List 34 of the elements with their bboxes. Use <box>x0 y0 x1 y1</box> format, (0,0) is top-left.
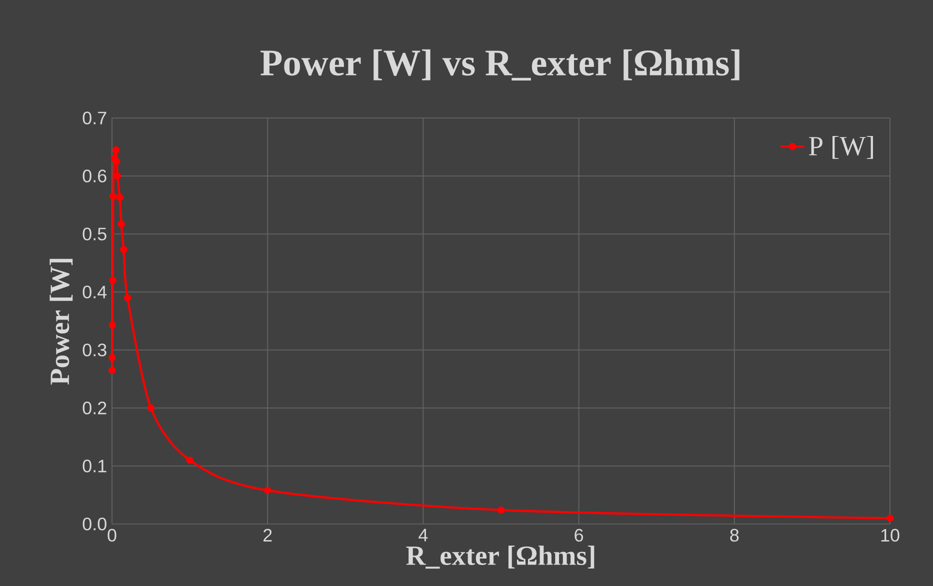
point <box>186 456 194 464</box>
y-tick-label: 0.0 <box>82 518 106 530</box>
y-tick-label: 0.6 <box>82 170 106 182</box>
point <box>116 194 124 202</box>
point <box>112 146 120 154</box>
point <box>108 321 116 329</box>
x-tick-label: 6 <box>574 528 584 542</box>
legend-label: P [W] <box>808 136 873 159</box>
y-tick-label: 0.3 <box>82 344 106 356</box>
point <box>886 514 894 522</box>
point <box>264 486 272 494</box>
y-tick-label: 0.5 <box>82 228 106 240</box>
x-tick-label: 4 <box>418 528 428 542</box>
point <box>118 220 125 228</box>
x-tick-label: 8 <box>730 528 739 542</box>
y-tick-label: 0.7 <box>82 112 106 124</box>
x-tick-label: 2 <box>264 528 272 542</box>
point <box>108 354 116 362</box>
y-tick-label: 0.4 <box>82 286 107 298</box>
point <box>497 506 505 514</box>
point <box>124 294 132 302</box>
point <box>120 246 128 254</box>
x-axis-title: R_exter [Ωhms] <box>406 546 594 569</box>
point <box>110 192 117 200</box>
y-axis-title: Power [W] <box>50 258 73 385</box>
point <box>109 276 116 284</box>
point <box>108 366 116 374</box>
y-tick-label: 0.2 <box>82 402 106 414</box>
x-tick-label: 0 <box>108 528 116 542</box>
x-tick-label: 10 <box>881 528 900 542</box>
point <box>114 172 122 180</box>
y-tick-label: 0.1 <box>82 460 106 472</box>
chart-title: Power [W] vs R_exter [Ωhms] <box>260 49 740 80</box>
point <box>147 404 154 412</box>
